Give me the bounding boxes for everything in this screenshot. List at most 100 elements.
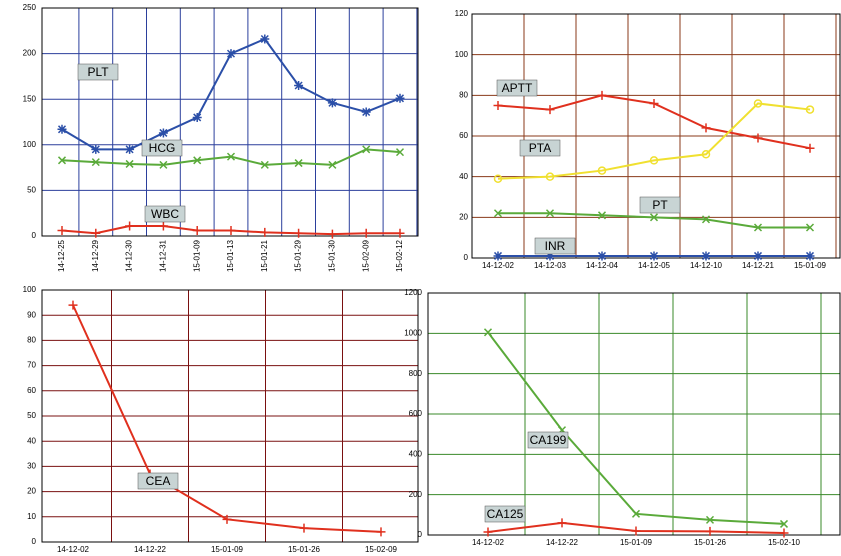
series-line [72, 304, 382, 533]
series-label: PT [652, 198, 668, 212]
y-tick-label: 200 [23, 49, 37, 58]
marker [68, 300, 78, 310]
marker [125, 159, 134, 168]
marker [701, 251, 711, 261]
series-label-box [534, 237, 576, 255]
y-tick-label: 1000 [404, 328, 422, 337]
marker [805, 105, 815, 114]
series-label-box [527, 431, 569, 449]
y-tick-label: 20 [459, 212, 468, 221]
plot-frame [427, 292, 841, 536]
marker [779, 528, 789, 538]
marker [125, 221, 135, 231]
marker [57, 156, 67, 165]
y-tick-label: 100 [23, 285, 37, 294]
series-label: HCG [149, 141, 176, 155]
series-label: INR [545, 239, 566, 253]
y-tick-label: 80 [27, 336, 36, 345]
marker [631, 526, 641, 536]
marker [753, 133, 763, 143]
x-tick-label: 14-12-10 [690, 261, 723, 270]
marker [361, 107, 371, 117]
x-tick-label: 14-12-03 [534, 261, 567, 270]
x-tick-label: 14-12-29 [91, 239, 100, 272]
y-tick-label: 70 [27, 361, 36, 370]
series-label-box [496, 79, 538, 97]
y-tick-label: 800 [409, 369, 423, 378]
marker [222, 514, 232, 524]
series-label-box [519, 139, 561, 157]
y-tick-label: 80 [459, 90, 468, 99]
x-tick-label: 15-01-21 [260, 239, 269, 272]
marker [327, 98, 337, 108]
y-tick-label: 30 [27, 462, 36, 471]
marker [753, 223, 763, 232]
x-tick-label: 14-12-02 [57, 545, 90, 554]
marker [395, 228, 405, 238]
y-tick-label: 50 [27, 186, 36, 195]
marker [328, 160, 337, 169]
chart: 0 200 400 600 800 1000 1200 14-12-02 14-12-22 15-… [404, 288, 841, 547]
series-line [498, 212, 810, 229]
marker [493, 209, 503, 218]
x-tick-label: 15-01-09 [794, 261, 827, 270]
series-label: WBC [151, 207, 179, 221]
x-tick-label: 15-01-29 [294, 239, 303, 272]
x-tick-label: 14-12-02 [482, 261, 515, 270]
marker [493, 174, 503, 183]
series-label: PLT [87, 65, 109, 79]
marker [753, 251, 763, 261]
x-tick-label: 14-12-22 [546, 538, 579, 547]
marker [597, 166, 607, 175]
y-tick-label: 90 [27, 310, 36, 319]
x-tick-label: 14-12-21 [742, 261, 775, 270]
marker [545, 172, 555, 181]
marker [294, 159, 303, 168]
plot-frame [41, 7, 419, 237]
chart: 0 10 20 30 40 50 60 70 80 90 100 14-12-02 14-12-22 15… [23, 285, 419, 554]
chart: 0 20 40 60 80 100 120 14-12-02 14-12-03 14-12-04 1… [455, 9, 841, 270]
marker [557, 518, 567, 528]
marker [376, 527, 386, 537]
marker [91, 158, 100, 167]
marker [361, 228, 371, 238]
series-line [487, 331, 785, 525]
series-label: CEA [146, 474, 171, 488]
y-tick-label: 60 [27, 386, 36, 395]
y-tick-label: 20 [27, 487, 36, 496]
series-label-box [144, 205, 186, 223]
x-tick-label: 15-01-09 [620, 538, 653, 547]
marker [649, 251, 659, 261]
x-tick-label: 15-02-10 [768, 538, 801, 547]
y-tick-label: 10 [27, 512, 36, 521]
x-tick-label: 14-12-05 [638, 261, 671, 270]
series-label: CA199 [530, 433, 567, 447]
x-tick-label: 14-12-25 [57, 239, 66, 272]
y-tick-label: 400 [409, 449, 423, 458]
marker [158, 128, 168, 138]
x-tick-label: 14-12-04 [586, 261, 619, 270]
x-tick-label: 15-02-09 [361, 239, 370, 272]
marker [125, 144, 135, 154]
marker [192, 112, 202, 122]
marker [226, 49, 236, 59]
marker [545, 251, 555, 261]
x-tick-label: 14-12-30 [125, 239, 134, 272]
y-tick-label: 0 [464, 253, 469, 262]
marker [805, 251, 815, 261]
marker [779, 519, 789, 528]
marker [192, 226, 202, 236]
marker [701, 123, 711, 133]
y-tick-label: 40 [459, 172, 468, 181]
marker [483, 527, 493, 537]
y-tick-label: 100 [23, 140, 37, 149]
marker [362, 145, 371, 154]
marker [805, 143, 815, 153]
series-label-box [141, 139, 183, 157]
marker [299, 523, 309, 533]
x-tick-label: 15-02-09 [365, 545, 398, 554]
x-tick-label: 15-01-09 [192, 239, 201, 272]
x-tick-label: 15-01-26 [288, 545, 321, 554]
marker [395, 148, 405, 157]
marker [395, 93, 405, 103]
